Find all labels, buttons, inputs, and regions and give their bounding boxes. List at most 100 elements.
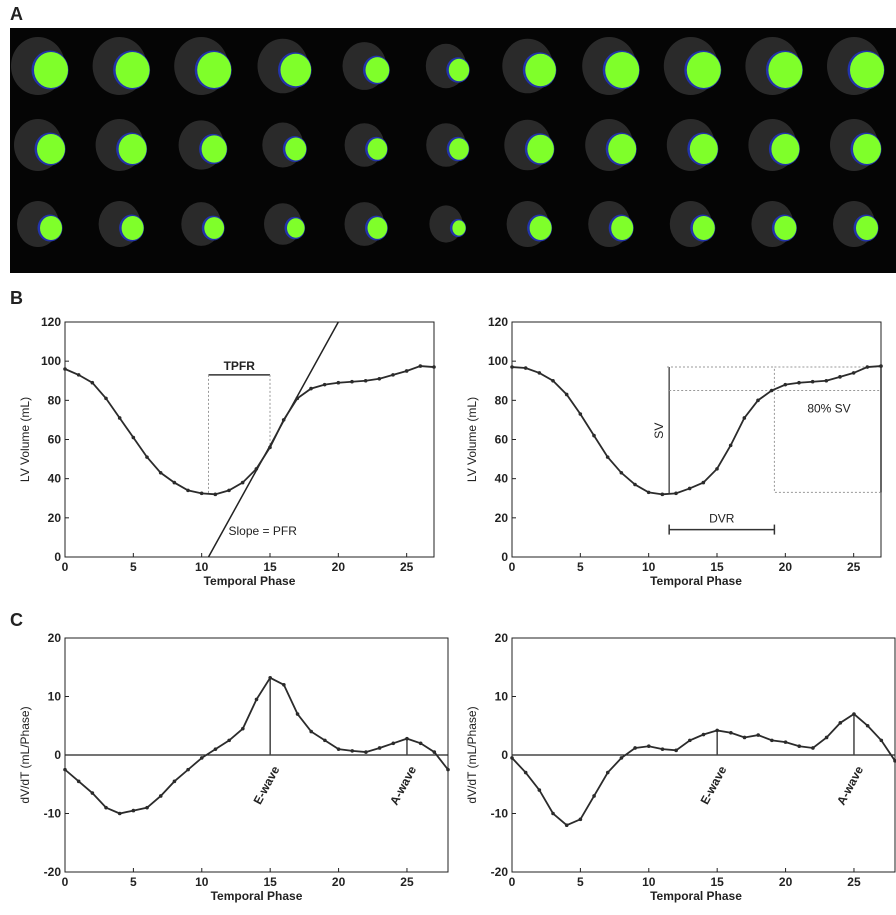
data-point xyxy=(715,467,719,471)
data-point xyxy=(172,779,177,784)
ventricle-mask xyxy=(201,135,227,163)
y-tick-label: -20 xyxy=(44,865,62,879)
data-point xyxy=(783,740,788,744)
y-tick-label: 40 xyxy=(48,472,62,486)
data-point xyxy=(172,480,177,485)
ventricle-mask xyxy=(367,138,388,160)
x-tick-label: 5 xyxy=(130,560,137,574)
ventricle-mask xyxy=(118,134,147,164)
y-tick-label: 120 xyxy=(41,315,61,329)
data-point xyxy=(295,396,300,401)
y-tick-label: 20 xyxy=(48,631,62,645)
data-point xyxy=(76,373,81,377)
ventricle-mask xyxy=(452,220,466,236)
data-point xyxy=(660,747,665,751)
y-axis-label: LV Volume (mL) xyxy=(18,397,32,482)
y-tick-label: 120 xyxy=(488,315,508,329)
ventricle-mask xyxy=(280,53,312,87)
x-tick-label: 0 xyxy=(62,875,69,889)
data-point xyxy=(564,823,569,827)
annotation: E-wave xyxy=(251,763,283,806)
data-point xyxy=(592,794,596,798)
y-tick-label: 100 xyxy=(488,354,508,368)
x-tick-label: 15 xyxy=(710,875,724,889)
data-point xyxy=(756,398,760,403)
data-point xyxy=(213,492,218,497)
data-point xyxy=(254,697,259,702)
data-point xyxy=(523,770,528,775)
data-point xyxy=(687,486,692,491)
x-tick-label: 25 xyxy=(847,875,861,889)
data-point xyxy=(824,735,829,740)
y-tick-label: 0 xyxy=(54,748,61,762)
data-point xyxy=(418,741,423,746)
data-point xyxy=(838,375,842,379)
y-tick-label: -10 xyxy=(491,807,509,821)
ventricle-mask xyxy=(850,52,884,88)
data-point xyxy=(729,730,733,735)
data-point xyxy=(322,382,327,387)
annotation: TPFR xyxy=(224,359,256,373)
data-point xyxy=(701,732,706,737)
data-point xyxy=(268,675,272,680)
ventricle-mask xyxy=(529,216,552,240)
data-point xyxy=(879,738,884,743)
ventricle-mask xyxy=(287,218,305,238)
x-tick-label: 5 xyxy=(130,875,137,889)
data-point xyxy=(633,482,637,487)
ventricle-mask xyxy=(204,217,225,239)
ventricle-mask xyxy=(605,52,640,88)
data-point xyxy=(254,467,259,471)
ventricle-mask xyxy=(121,216,144,240)
series-line xyxy=(511,365,882,496)
plot-frame xyxy=(511,321,882,558)
x-axis-label: Temporal Phase xyxy=(204,574,296,588)
data-point xyxy=(282,683,286,687)
data-point xyxy=(309,729,314,734)
y-axis-label: dV/dT (mL/Phase) xyxy=(465,706,479,803)
y-tick-label: -20 xyxy=(491,865,509,879)
ventricle-mask xyxy=(689,134,718,164)
data-point xyxy=(578,412,583,416)
data-point xyxy=(363,378,368,383)
data-point xyxy=(551,811,555,816)
y-tick-label: 80 xyxy=(495,393,509,407)
y-axis-label: dV/dT (mL/Phase) xyxy=(18,706,32,803)
series-line xyxy=(64,365,435,496)
x-tick-label: 0 xyxy=(509,875,516,889)
data-point xyxy=(510,365,514,369)
data-point xyxy=(199,756,204,760)
data-point xyxy=(117,416,122,420)
y-tick-label: 10 xyxy=(495,690,509,704)
data-point xyxy=(851,371,856,375)
data-point xyxy=(646,744,651,749)
data-point xyxy=(131,435,136,440)
data-point xyxy=(63,367,67,371)
guide-box xyxy=(773,366,882,493)
data-point xyxy=(797,380,801,385)
x-axis-label: Temporal Phase xyxy=(650,889,742,903)
ventricle-mask xyxy=(686,52,721,88)
x-tick-label: 15 xyxy=(263,875,277,889)
x-axis-label: Temporal Phase xyxy=(211,889,303,903)
y-axis-label: LV Volume (mL) xyxy=(465,397,479,482)
data-point xyxy=(619,470,624,475)
data-point xyxy=(701,480,706,485)
ventricle-mask xyxy=(527,134,554,164)
data-point xyxy=(769,388,774,393)
x-tick-label: 0 xyxy=(62,560,69,574)
ventricle-mask xyxy=(40,216,62,240)
x-tick-label: 10 xyxy=(642,560,656,574)
data-point xyxy=(537,788,542,792)
data-point xyxy=(241,726,245,731)
data-point xyxy=(364,750,368,754)
annotation: E-wave xyxy=(698,763,730,806)
x-tick-label: 10 xyxy=(195,875,209,889)
data-point xyxy=(756,733,761,737)
ventricle-mask xyxy=(856,216,878,240)
ventricle-mask xyxy=(774,216,797,240)
data-point xyxy=(227,488,231,493)
data-point xyxy=(336,747,341,751)
y-tick-label: 20 xyxy=(48,511,62,525)
data-point xyxy=(227,738,231,743)
